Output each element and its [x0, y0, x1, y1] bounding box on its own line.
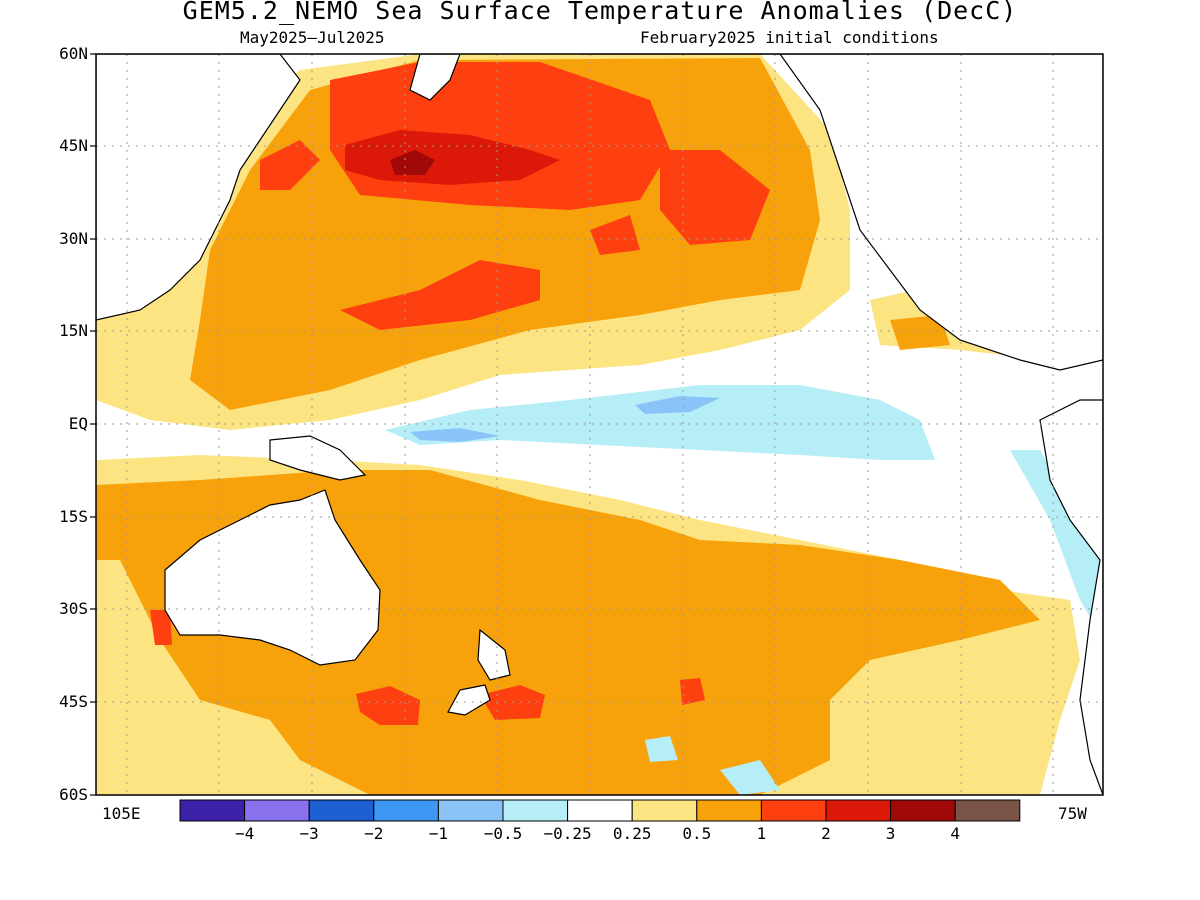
colorbar-label: 0.5	[682, 824, 712, 843]
land-new-zealand-north	[477, 628, 511, 681]
colorbar-swatch	[437, 799, 504, 822]
colorbar-swatch	[631, 799, 698, 822]
anomaly-region-1-north-east	[660, 150, 770, 245]
colorbar-swatch	[825, 799, 892, 822]
anomaly-region-05-central-america	[890, 315, 950, 350]
colorbar-swatch	[954, 799, 1021, 822]
colorbar-swatch	[567, 799, 633, 822]
forecast-period: May2025–Jul2025	[240, 28, 385, 47]
lat-label-45s: 45S	[59, 692, 88, 711]
land-australia	[164, 489, 381, 666]
land-south-america	[1039, 399, 1103, 795]
anomaly-region-1-subtropical	[340, 260, 540, 330]
lat-label-60n: 60N	[59, 44, 88, 63]
colorbar-label: 4	[950, 824, 960, 843]
anomaly-region-neg05-west	[410, 428, 500, 442]
lat-label-eq: EQ	[68, 414, 88, 433]
anomaly-region-1-west-australia	[150, 610, 172, 645]
land-kamchatka	[409, 54, 461, 101]
colorbar	[179, 799, 1021, 822]
anomaly-field	[96, 54, 1103, 795]
lon-label-right: 75W	[1058, 804, 1087, 823]
lat-label-30s: 30S	[59, 599, 88, 618]
lat-label-60s: 60S	[59, 785, 88, 804]
colorbar-swatch	[244, 799, 310, 822]
colorbar-swatch	[760, 799, 827, 822]
colorbar-swatch	[373, 799, 439, 822]
anomaly-region-neg025-sw	[645, 736, 678, 762]
colorbar-label: −0.5	[483, 824, 523, 843]
land-new-zealand-south	[447, 684, 491, 716]
land-asia	[96, 54, 301, 321]
anomaly-region-1-tasman	[356, 686, 420, 725]
colorbar-label: −4	[234, 824, 255, 843]
anomaly-region-neg025-peru	[1010, 450, 1103, 640]
anomaly-region-1-japan-sea	[260, 140, 320, 190]
anomaly-region-3-north	[390, 150, 435, 175]
colorbar-label: −2	[364, 824, 384, 843]
lat-label-45n: 45N	[59, 136, 88, 155]
lat-label-15n: 15N	[59, 321, 88, 340]
colorbar-label: −1	[428, 824, 449, 843]
anomaly-region-1-south-central	[680, 678, 705, 705]
colorbar-label: −3	[299, 824, 319, 843]
graticule	[96, 54, 1103, 795]
colorbar-swatch	[308, 799, 375, 822]
lat-ticks	[90, 53, 96, 796]
colorbar-label: 0.25	[612, 824, 652, 843]
colorbar-swatch	[502, 799, 569, 822]
lat-label-30n: 30N	[59, 229, 88, 248]
colorbar-label: 1	[756, 824, 767, 843]
land-alaska-north-america	[580, 54, 1103, 371]
anomaly-region-neg025-equator	[385, 385, 935, 460]
colorbar-swatch	[179, 799, 246, 822]
anomaly-region-neg025-south	[720, 760, 780, 795]
land-new-guinea	[269, 435, 367, 481]
anomaly-region-1-kuroshio	[590, 215, 640, 255]
colorbar-swatch	[890, 799, 956, 822]
anomaly-region-neg05-equator	[635, 396, 720, 414]
colorbar-label: 3	[885, 824, 896, 843]
colorbar-label: 2	[821, 824, 831, 843]
lat-label-15s: 15S	[59, 507, 88, 526]
land	[96, 54, 1103, 795]
map-title: GEM5.2_NEMO Sea Surface Temperature Anom…	[182, 0, 1018, 25]
lon-label-left: 105E	[102, 804, 141, 823]
initial-conditions: February2025 initial conditions	[640, 28, 939, 47]
colorbar-swatch	[696, 799, 762, 822]
colorbar-label: −0.25	[543, 824, 592, 843]
